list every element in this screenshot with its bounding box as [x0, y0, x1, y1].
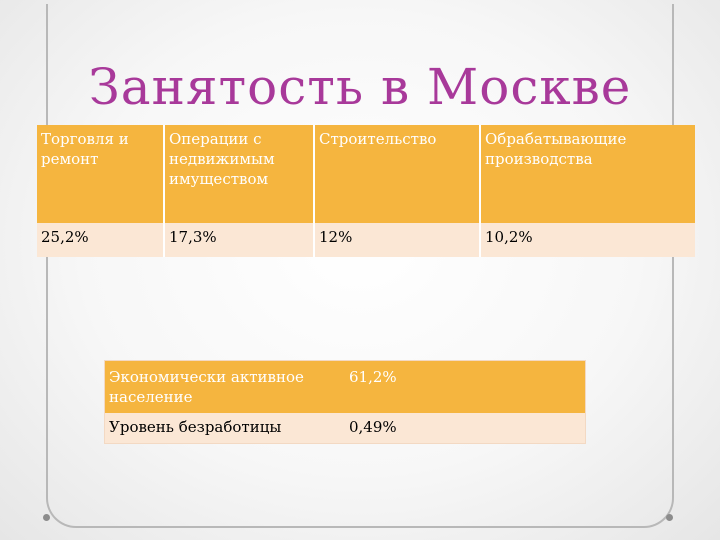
- active-population-value: 61,2%: [345, 360, 586, 413]
- value-cell: 17,3%: [164, 223, 315, 257]
- table-header-row: Торговля и ремонт Операции с недвижимым …: [37, 125, 695, 223]
- active-population-label: Экономически активное население: [104, 360, 345, 413]
- table-row: Уровень безработицы 0,49%: [104, 413, 586, 444]
- labor-stats-table: Экономически активное население 61,2% Ур…: [104, 360, 586, 444]
- decorative-dot-left: [43, 514, 50, 521]
- slide-frame: [46, 4, 674, 528]
- unemployment-label: Уровень безработицы: [104, 413, 345, 444]
- header-cell: Обрабатывающие производства: [480, 125, 695, 223]
- header-cell: Операции с недвижимым имуществом: [164, 125, 315, 223]
- unemployment-value: 0,49%: [345, 413, 586, 444]
- table-header-row: Экономически активное население 61,2%: [104, 360, 586, 413]
- value-cell: 12%: [314, 223, 481, 257]
- decorative-dot-right: [666, 514, 673, 521]
- header-cell: Строительство: [314, 125, 481, 223]
- sector-employment-table: Торговля и ремонт Операции с недвижимым …: [37, 125, 695, 257]
- value-cell: 10,2%: [480, 223, 695, 257]
- table-row: 25,2% 17,3% 12% 10,2%: [37, 223, 695, 257]
- slide-title: Занятость в Москве: [88, 58, 632, 116]
- header-cell: Торговля и ремонт: [37, 125, 165, 223]
- value-cell: 25,2%: [37, 223, 165, 257]
